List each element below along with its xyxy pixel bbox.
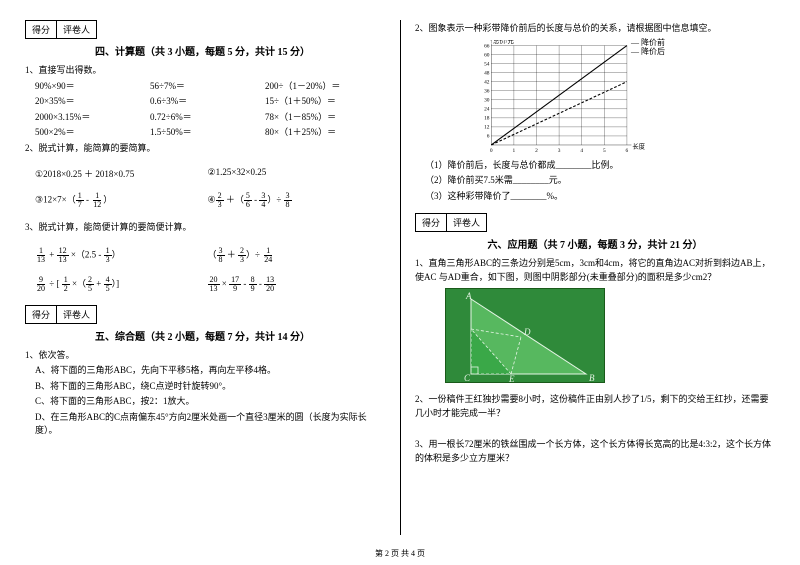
eq-row: 920 ÷ [ 12 ×（25 + 45）] 2013 × 179 - 89 -… <box>35 276 380 293</box>
svg-text:6: 6 <box>626 148 629 154</box>
section-5-title: 五、综合题（共 2 小题，每题 7 分，共计 14 分） <box>25 328 380 343</box>
q1-heading: 1、直接写出得数。 <box>25 64 380 78</box>
q6-1: 1、直角三角形ABC的三条边分别是5cm，3cm和4cm，将它的直角边AC对折到… <box>415 257 775 284</box>
svg-text:2: 2 <box>535 148 538 154</box>
score-box: 得分 评卷人 <box>415 213 487 232</box>
triangle-figure: A C B D E <box>445 288 605 383</box>
section-6-title: 六、应用题（共 7 小题，每题 3 分，共计 21 分） <box>415 236 775 251</box>
price-chart: — 降价前 — 降价后 ↑ 总价/元 长度/米 6121824303642485… <box>475 40 645 155</box>
eq-row: 113 + 1213 ×（2.5 - 13） （38 ＋ 23）÷ 124 <box>35 247 380 264</box>
q5-d: D、在三角形ABC的C点南偏东45°方向2厘米处画一个直径3厘米的圆（长度为实际… <box>35 411 380 438</box>
section-4-title: 四、计算题（共 3 小题，每题 5 分，共计 15 分） <box>25 43 380 58</box>
svg-text:12: 12 <box>484 124 490 130</box>
svg-text:6: 6 <box>487 133 490 139</box>
svg-text:总价/元: 总价/元 <box>493 40 514 45</box>
score-box: 得分 评卷人 <box>25 20 97 39</box>
q2-heading: 2、脱式计算，能简算的要简算。 <box>25 142 380 156</box>
eq-d: 2013 × 179 - 89 - 1320 <box>208 276 381 293</box>
calc-row: 90%×90＝56÷7%＝200÷（1－20%）＝ <box>35 80 380 94</box>
svg-text:48: 48 <box>484 70 490 76</box>
q3-heading: 3、脱式计算，能简便计算的要简便计算。 <box>25 221 380 235</box>
grader-label: 评卷人 <box>57 21 96 38</box>
calc-row: 2000×3.15%＝0.72÷6%＝78×（1－85%）＝ <box>35 111 380 125</box>
q5-1: 1、依次答。 <box>25 349 380 363</box>
q6-2: 2、一份稿件王红独抄需要8小时，这份稿件正由别人抄了1/5，剩下的交给王红抄，还… <box>415 393 775 420</box>
eq-b: （38 ＋ 23）÷ 124 <box>208 247 381 264</box>
q5-c: C、将下面的三角形ABC，按2：1放大。 <box>35 395 380 409</box>
svg-text:E: E <box>508 374 515 383</box>
svg-text:A: A <box>465 291 472 301</box>
q6-3: 3、用一根长72厘米的铁丝围成一个长方体，这个长方体得长宽高的比是4:3:2，这… <box>415 438 775 465</box>
svg-text:36: 36 <box>484 88 490 94</box>
svg-text:54: 54 <box>484 61 490 67</box>
blank-1: （1）降价前后，长度与总价都成________比例。 <box>425 159 775 173</box>
svg-text:长度/米: 长度/米 <box>632 141 645 150</box>
svg-text:C: C <box>464 373 471 383</box>
q5-b: B、将下面的三角形ABC，绕C点逆时针旋转90°。 <box>35 380 380 394</box>
chart-legend: — 降价前 — 降价后 <box>631 38 665 57</box>
right-q2: 2、图象表示一种彩带降价前后的长度与总价的关系，请根据图中信息填空。 <box>415 22 775 36</box>
svg-text:18: 18 <box>484 115 490 121</box>
eq-a: 113 + 1213 ×（2.5 - 13） <box>35 247 208 264</box>
svg-text:42: 42 <box>484 79 490 85</box>
score-label: 得分 <box>26 21 57 38</box>
blank-3: （3）这种彩带降价了________%。 <box>425 190 775 204</box>
calc-row: 20×35%＝0.6÷3%＝15÷（1＋50%）＝ <box>35 95 380 109</box>
q5-a: A、将下面的三角形ABC，先向下平移5格，再向左平移4格。 <box>35 364 380 378</box>
svg-text:3: 3 <box>558 148 561 154</box>
svg-text:1: 1 <box>513 148 516 154</box>
svg-text:66: 66 <box>484 43 490 49</box>
eq4: ④23 ＋（56 - 34）÷ 38 <box>208 192 381 209</box>
svg-text:24: 24 <box>484 106 490 112</box>
eq-row: ①2018×0.25 ＋ 2018×0.75 ②1.25×32×0.25 <box>35 167 380 180</box>
svg-text:60: 60 <box>484 52 490 58</box>
svg-text:4: 4 <box>580 148 583 154</box>
calc-row: 500×2%＝1.5÷50%＝80×（1＋25%）＝ <box>35 126 380 140</box>
svg-text:B: B <box>589 373 595 383</box>
svg-text:↑: ↑ <box>489 40 492 45</box>
blank-2: （2）降价前买7.5米需________元。 <box>425 174 775 188</box>
page-footer: 第 2 页 共 4 页 <box>0 548 800 559</box>
svg-text:30: 30 <box>484 97 490 103</box>
svg-text:D: D <box>523 327 531 337</box>
eq-row: ③12×7×（17 - 112） ④23 ＋（56 - 34）÷ 38 <box>35 192 380 209</box>
svg-text:5: 5 <box>603 148 606 154</box>
eq3: ③12×7×（17 - 112） <box>35 192 208 209</box>
eq-c: 920 ÷ [ 12 ×（25 + 45）] <box>35 276 208 293</box>
svg-text:0: 0 <box>490 148 493 154</box>
score-box: 得分 评卷人 <box>25 305 97 324</box>
